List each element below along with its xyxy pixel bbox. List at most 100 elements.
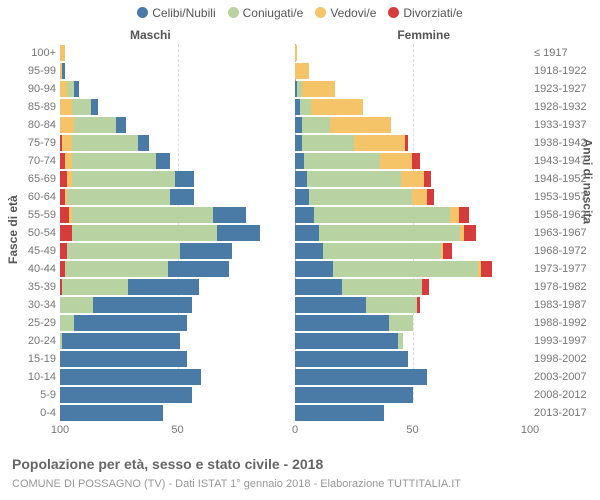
- legend-item: Vedovi/e: [315, 6, 376, 20]
- bar-female: [295, 117, 530, 133]
- bar-segment: [342, 279, 422, 295]
- legend-item: Divorziati/e: [388, 6, 462, 20]
- bar-male: [60, 261, 295, 277]
- age-label: 80-84: [28, 119, 56, 131]
- pyramid-row: 35-391978-1982: [60, 278, 530, 296]
- bar-segment: [295, 387, 413, 403]
- bar-female: [295, 315, 530, 331]
- pyramid-row: 75-791938-1942: [60, 134, 530, 152]
- birth-label: 2003-2007: [534, 371, 587, 383]
- legend-swatch: [137, 7, 148, 18]
- bar-segment: [295, 189, 309, 205]
- bar-segment: [319, 225, 460, 241]
- legend-label: Vedovi/e: [330, 6, 376, 20]
- bar-segment: [170, 189, 194, 205]
- bar-segment: [62, 333, 180, 349]
- bar-segment: [72, 225, 218, 241]
- bar-male: [60, 225, 295, 241]
- age-label: 45-49: [28, 245, 56, 257]
- bar-segment: [138, 135, 150, 151]
- age-label: 70-74: [28, 155, 56, 167]
- bar-segment: [295, 171, 307, 187]
- bar-female: [295, 297, 530, 313]
- bar-female: [295, 225, 530, 241]
- bar-segment: [60, 351, 187, 367]
- bar-segment: [450, 207, 459, 223]
- y-axis-left-title: Fasce di età: [6, 195, 20, 264]
- pyramid-row: 25-291988-1992: [60, 314, 530, 332]
- pyramid-row: 85-891928-1932: [60, 98, 530, 116]
- age-label: 65-69: [28, 173, 56, 185]
- pyramid-row: 0-42013-2017: [60, 404, 530, 422]
- pyramid-row: 60-641953-1957: [60, 188, 530, 206]
- bar-segment: [91, 99, 98, 115]
- bar-segment: [74, 315, 187, 331]
- bar-segment: [65, 261, 168, 277]
- legend-label: Coniugati/e: [243, 6, 304, 20]
- bar-segment: [60, 369, 201, 385]
- bar-male: [60, 135, 295, 151]
- bar-segment: [62, 279, 128, 295]
- bar-male: [60, 315, 295, 331]
- bar-segment: [295, 63, 309, 79]
- bar-segment: [481, 261, 493, 277]
- legend-label: Divorziati/e: [403, 6, 462, 20]
- bar-segment: [302, 81, 335, 97]
- bar-segment: [412, 189, 426, 205]
- pyramid-row: 50-541963-1967: [60, 224, 530, 242]
- bar-female: [295, 81, 530, 97]
- legend-item: Coniugati/e: [228, 6, 304, 20]
- pyramid-row: 45-491968-1972: [60, 242, 530, 260]
- bar-female: [295, 135, 530, 151]
- bar-female: [295, 207, 530, 223]
- bar-segment: [295, 207, 314, 223]
- age-label: 10-14: [28, 371, 56, 383]
- bar-male: [60, 81, 295, 97]
- bar-female: [295, 387, 530, 403]
- bar-segment: [60, 45, 65, 61]
- age-label: 5-9: [40, 389, 56, 401]
- bar-segment: [295, 369, 427, 385]
- col-header-male: Maschi: [130, 28, 171, 42]
- bar-segment: [380, 153, 413, 169]
- bar-segment: [398, 333, 403, 349]
- age-label: 35-39: [28, 281, 56, 293]
- age-label: 25-29: [28, 317, 56, 329]
- birth-label: 1983-1987: [534, 299, 587, 311]
- birth-label: 1943-1947: [534, 155, 587, 167]
- birth-label: 1958-1962: [534, 209, 587, 221]
- birth-label: 1933-1937: [534, 119, 587, 131]
- bar-segment: [60, 207, 69, 223]
- birth-label: 1978-1982: [534, 281, 587, 293]
- birth-label: 1998-2002: [534, 353, 587, 365]
- bar-male: [60, 369, 295, 385]
- x-tick: 50: [406, 424, 418, 436]
- birth-label: 1988-1992: [534, 317, 587, 329]
- bar-segment: [67, 189, 170, 205]
- bar-segment: [60, 243, 67, 259]
- bar-female: [295, 351, 530, 367]
- bar-male: [60, 279, 295, 295]
- bar-segment: [464, 225, 476, 241]
- bar-segment: [72, 99, 91, 115]
- x-axis: 10050050100: [60, 424, 530, 444]
- bar-segment: [295, 261, 333, 277]
- bar-female: [295, 279, 530, 295]
- bar-segment: [354, 135, 406, 151]
- age-label: 55-59: [28, 209, 56, 221]
- bar-segment: [295, 225, 319, 241]
- legend-swatch: [228, 7, 239, 18]
- bar-male: [60, 63, 295, 79]
- pyramid-row: 20-241993-1997: [60, 332, 530, 350]
- x-tick: 100: [521, 424, 539, 436]
- pyramid-row: 5-92008-2012: [60, 386, 530, 404]
- bar-female: [295, 99, 530, 115]
- pyramid-row: 15-191998-2002: [60, 350, 530, 368]
- age-label: 95-99: [28, 65, 56, 77]
- bar-segment: [295, 333, 398, 349]
- birth-label: 1923-1927: [534, 83, 587, 95]
- pyramid-row: 65-691948-1952: [60, 170, 530, 188]
- birth-label: ≤ 1917: [534, 47, 568, 59]
- bar-segment: [304, 153, 379, 169]
- bar-segment: [307, 171, 401, 187]
